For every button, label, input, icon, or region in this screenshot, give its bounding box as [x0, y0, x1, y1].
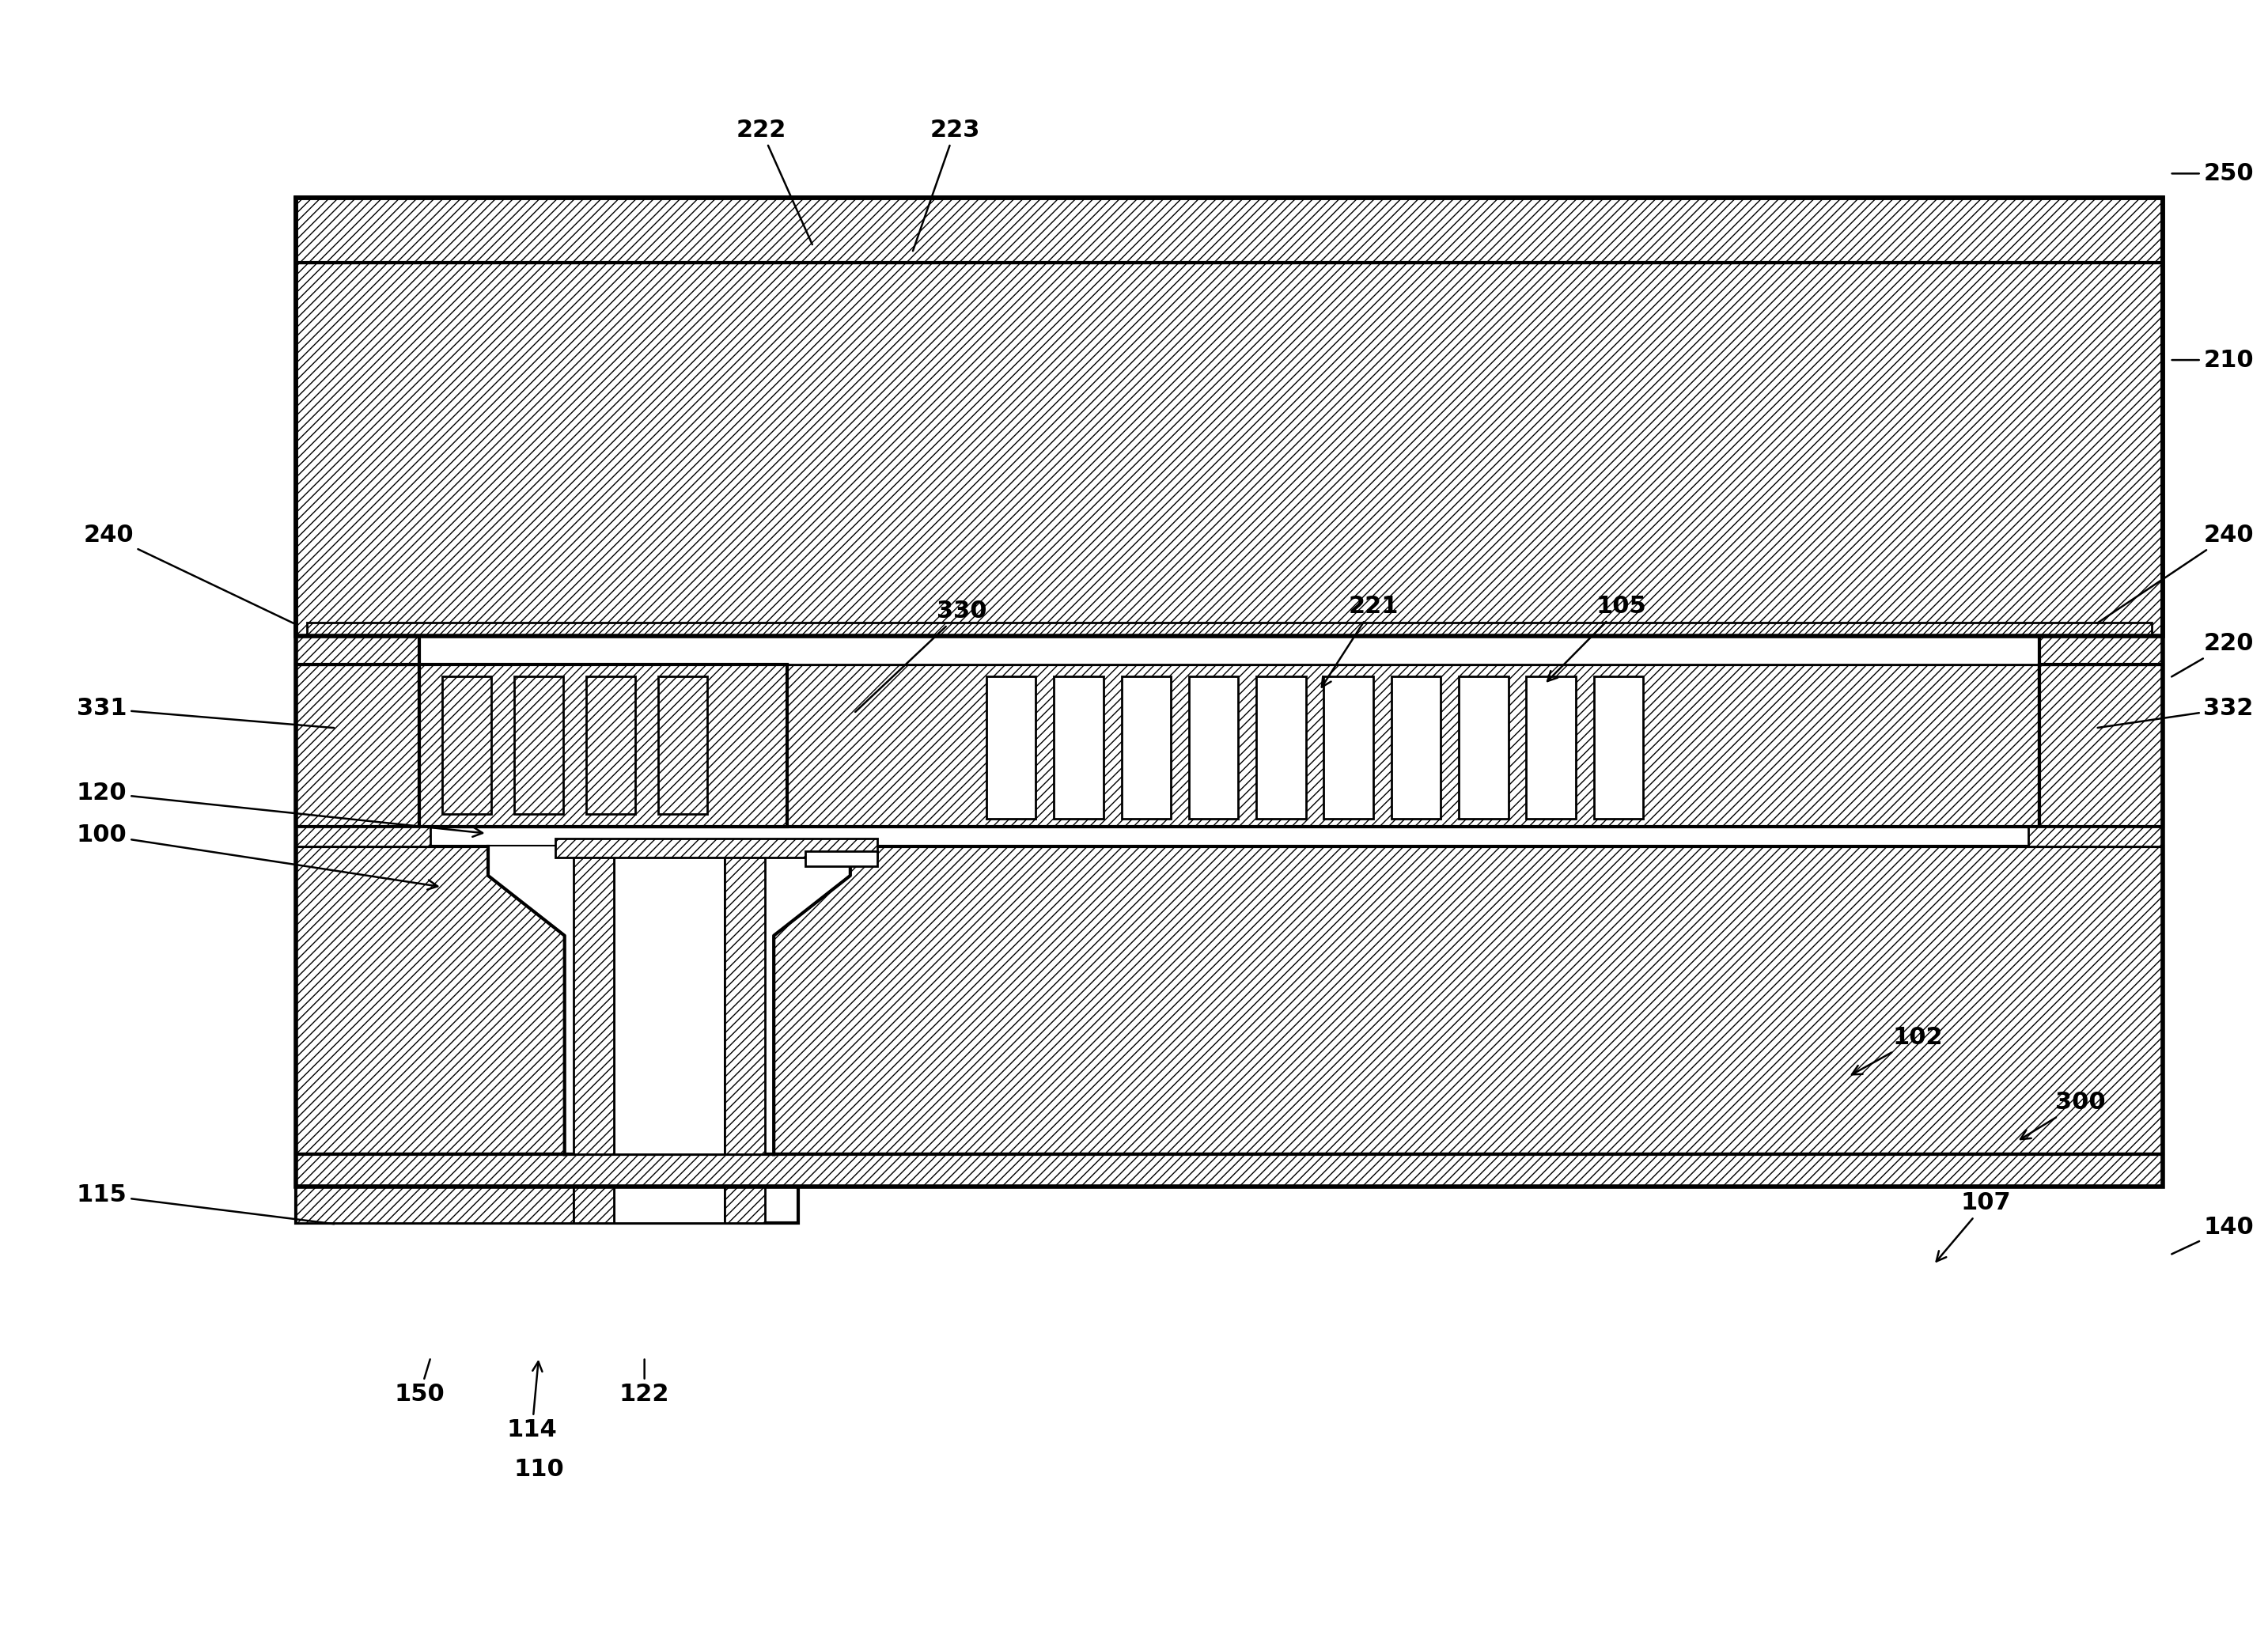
Bar — [295, 664, 420, 827]
Text: 332: 332 — [2098, 697, 2254, 728]
Bar — [615, 847, 723, 1154]
Bar — [2039, 664, 2164, 827]
Text: 250: 250 — [2173, 163, 2254, 186]
Text: 330: 330 — [855, 599, 987, 711]
Text: 107: 107 — [1937, 1192, 2012, 1262]
Bar — [295, 847, 2164, 1154]
Text: 300: 300 — [2021, 1091, 2105, 1140]
Text: 110: 110 — [513, 1457, 565, 1480]
Bar — [420, 635, 2039, 664]
Bar — [515, 676, 562, 814]
Text: 240: 240 — [2098, 524, 2254, 624]
Text: 100: 100 — [77, 824, 438, 889]
Text: 140: 140 — [2173, 1216, 2254, 1254]
Text: 223: 223 — [914, 119, 980, 251]
Polygon shape — [488, 847, 850, 1154]
Bar — [1594, 676, 1644, 819]
Text: 114: 114 — [506, 1361, 558, 1442]
Bar — [2039, 635, 2164, 664]
Bar — [574, 1187, 615, 1223]
Bar — [1055, 676, 1102, 819]
Bar — [1526, 676, 1576, 819]
Bar — [585, 676, 635, 814]
Text: 221: 221 — [1322, 594, 1399, 687]
Text: 331: 331 — [77, 697, 333, 728]
Bar — [805, 851, 878, 866]
Bar — [295, 1187, 798, 1223]
Bar — [295, 1187, 574, 1223]
Bar — [295, 199, 2164, 635]
Bar — [987, 676, 1036, 819]
Bar — [1188, 676, 1238, 819]
Text: 122: 122 — [619, 1359, 669, 1407]
Bar — [420, 664, 2039, 827]
Bar — [295, 199, 2164, 1187]
Bar — [295, 827, 431, 847]
Bar — [658, 676, 708, 814]
Bar — [295, 1154, 2164, 1187]
Text: 120: 120 — [77, 781, 483, 837]
Bar — [295, 199, 2164, 262]
Text: 210: 210 — [2173, 348, 2254, 371]
Bar — [420, 664, 787, 827]
Text: 115: 115 — [77, 1184, 333, 1224]
Bar — [1325, 676, 1374, 819]
Text: 150: 150 — [395, 1359, 445, 1407]
Bar — [574, 847, 615, 1154]
Text: 220: 220 — [2170, 632, 2254, 677]
Bar — [442, 676, 492, 814]
Bar — [556, 838, 878, 858]
Bar — [295, 635, 420, 664]
Text: 102: 102 — [1853, 1026, 1944, 1074]
Bar — [1120, 676, 1170, 819]
Bar — [1256, 676, 1306, 819]
Bar — [615, 1187, 723, 1223]
Bar — [1390, 676, 1440, 819]
Bar — [295, 262, 2164, 635]
Bar — [723, 847, 764, 1154]
Bar — [1458, 676, 1508, 819]
Text: 105: 105 — [1547, 594, 1647, 681]
Bar — [2028, 827, 2164, 847]
Bar — [306, 622, 2152, 635]
Text: 222: 222 — [737, 119, 812, 244]
Text: 240: 240 — [84, 524, 295, 624]
Bar — [723, 1187, 764, 1223]
